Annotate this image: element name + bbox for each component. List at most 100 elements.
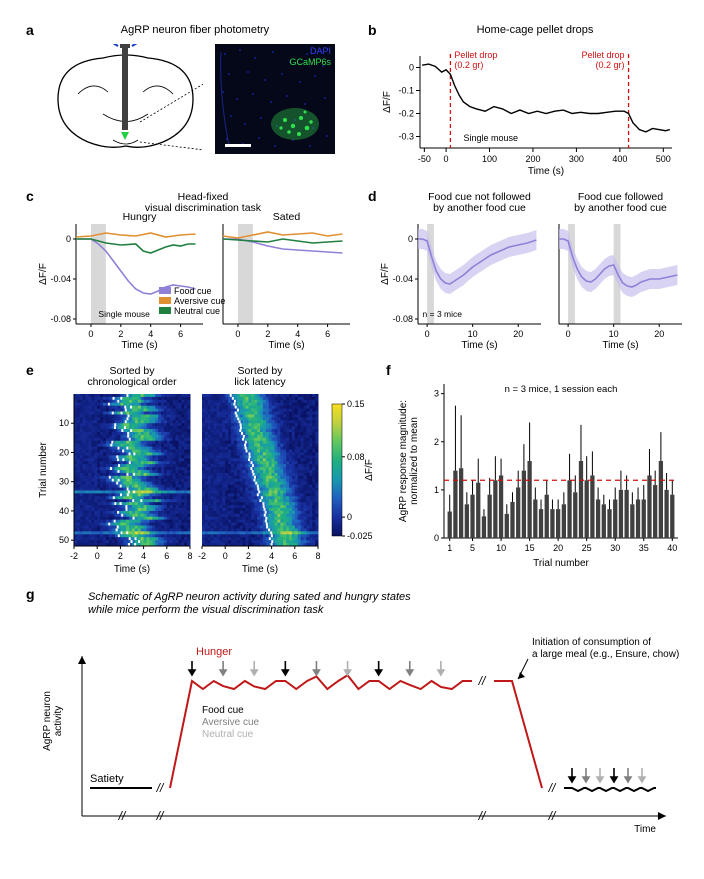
svg-text:Food cue: Food cue <box>202 705 244 716</box>
gcamp-label: GCaMP6s <box>289 57 331 67</box>
svg-text:Trial number: Trial number <box>533 558 589 568</box>
svg-text:2: 2 <box>434 437 439 447</box>
svg-text:Time (s): Time (s) <box>602 340 638 350</box>
svg-text:Pellet drop: Pellet drop <box>454 50 497 60</box>
svg-text://: // <box>156 781 165 795</box>
svg-text:activity: activity <box>53 706 64 737</box>
svg-text:20: 20 <box>59 447 69 457</box>
panel-b-label: b <box>368 22 377 38</box>
svg-text:Single mouse: Single mouse <box>463 133 518 143</box>
svg-text:Satiety: Satiety <box>90 773 124 785</box>
svg-text:30: 30 <box>59 477 69 487</box>
panel-e-chart: -2024681020304050Sorted bychronological … <box>34 364 374 574</box>
svg-text:200: 200 <box>525 154 540 164</box>
svg-text:6: 6 <box>292 551 297 561</box>
svg-text:0: 0 <box>434 533 439 543</box>
svg-text:8: 8 <box>315 551 320 561</box>
svg-text:0: 0 <box>566 329 571 339</box>
svg-text:0.08: 0.08 <box>347 452 365 462</box>
svg-text:4: 4 <box>295 329 300 339</box>
svg-text:n = 3 mice: n = 3 mice <box>423 309 463 319</box>
svg-text:0: 0 <box>95 551 100 561</box>
svg-text:n = 3 mice, 1 session each: n = 3 mice, 1 session each <box>505 384 618 395</box>
svg-text:Pellet drop: Pellet drop <box>582 50 625 60</box>
svg-text:Time: Time <box>634 824 656 835</box>
figure-root: a AgRP neuron fiber photometry <box>20 20 684 859</box>
svg-text:4: 4 <box>148 329 153 339</box>
svg-text:2: 2 <box>265 329 270 339</box>
svg-text:by another food cue: by another food cue <box>574 202 667 214</box>
svg-text:0.15: 0.15 <box>347 399 365 409</box>
svg-text:Schematic of AgRP neuron activ: Schematic of AgRP neuron activity during… <box>88 591 411 603</box>
svg-text:0: 0 <box>88 329 93 339</box>
panel-a-diagram <box>48 44 203 154</box>
svg-text:10: 10 <box>609 329 619 339</box>
svg-text:Time (s): Time (s) <box>528 166 564 177</box>
svg-text:lick latency: lick latency <box>234 376 286 388</box>
svg-text:40: 40 <box>59 506 69 516</box>
svg-text:ΔF/F: ΔF/F <box>38 263 49 285</box>
svg-text:4: 4 <box>269 551 274 561</box>
svg-text:while mice perform the visual: while mice perform the visual discrimina… <box>88 604 324 616</box>
svg-text:0: 0 <box>408 234 413 244</box>
panel-b-chart: 0-0.1-0.2-0.3-500100200300400500Pellet d… <box>378 38 678 178</box>
svg-text:by another food cue: by another food cue <box>433 202 526 214</box>
panel-c-label: c <box>26 188 34 204</box>
svg-text:2: 2 <box>246 551 251 561</box>
svg-text:0: 0 <box>66 234 71 244</box>
svg-text:Trial number: Trial number <box>38 441 49 497</box>
svg-text://: // <box>478 674 487 688</box>
svg-text:35: 35 <box>639 543 649 553</box>
svg-text://: // <box>548 781 557 795</box>
svg-text:8: 8 <box>187 551 192 561</box>
svg-text:0: 0 <box>409 63 414 73</box>
svg-text:25: 25 <box>582 543 592 553</box>
svg-text:0: 0 <box>444 154 449 164</box>
panel-e-label: e <box>26 362 34 378</box>
svg-text:0: 0 <box>347 512 352 522</box>
svg-text:-50: -50 <box>418 154 431 164</box>
svg-text:chronological order: chronological order <box>87 376 177 388</box>
svg-text:10: 10 <box>468 329 478 339</box>
svg-text:(0.2 gr): (0.2 gr) <box>454 60 483 70</box>
svg-text:400: 400 <box>612 154 627 164</box>
svg-text:-0.2: -0.2 <box>398 109 414 119</box>
svg-text:AgRP neuron: AgRP neuron <box>42 691 53 751</box>
svg-text:0: 0 <box>425 329 430 339</box>
svg-text:5: 5 <box>470 543 475 553</box>
svg-text:10: 10 <box>59 418 69 428</box>
svg-text:Food cue: Food cue <box>174 286 212 296</box>
svg-text:-0.04: -0.04 <box>50 274 71 284</box>
svg-text:Single mouse: Single mouse <box>98 309 150 319</box>
svg-text:6: 6 <box>325 329 330 339</box>
svg-text:Time (s): Time (s) <box>268 340 304 350</box>
svg-text:Hungry: Hungry <box>123 211 158 223</box>
svg-text:30: 30 <box>610 543 620 553</box>
svg-text:Time (s): Time (s) <box>242 564 278 574</box>
svg-text:20: 20 <box>513 329 523 339</box>
svg-text:-0.08: -0.08 <box>50 314 71 324</box>
svg-text:visual discrimination task: visual discrimination task <box>145 202 262 214</box>
svg-text:20: 20 <box>553 543 563 553</box>
panel-a-title: AgRP neuron fiber photometry <box>70 24 320 36</box>
svg-text:-2: -2 <box>198 551 206 561</box>
svg-text:-2: -2 <box>70 551 78 561</box>
svg-text:2: 2 <box>118 329 123 339</box>
svg-text:6: 6 <box>178 329 183 339</box>
svg-text:4: 4 <box>141 551 146 561</box>
panel-d-chart: 0-0.04-0.0801020Food cue not followedby … <box>376 190 686 350</box>
svg-text:Aversive cue: Aversive cue <box>202 717 260 728</box>
svg-text:Time (s): Time (s) <box>461 340 497 350</box>
brain-schematic-svg <box>48 44 203 154</box>
svg-text:normalized to mean: normalized to mean <box>409 417 420 505</box>
svg-text:0: 0 <box>223 551 228 561</box>
svg-text:500: 500 <box>656 154 671 164</box>
svg-text:0: 0 <box>235 329 240 339</box>
svg-text:Neutral cue: Neutral cue <box>202 729 254 740</box>
svg-text:(0.2 gr): (0.2 gr) <box>596 60 625 70</box>
svg-text:100: 100 <box>482 154 497 164</box>
svg-text:-0.04: -0.04 <box>392 274 413 284</box>
panel-a-micrograph: DAPI GCaMP6s <box>215 44 335 154</box>
svg-text:Time (s): Time (s) <box>114 564 150 574</box>
svg-text:ΔF/F: ΔF/F <box>380 263 391 285</box>
